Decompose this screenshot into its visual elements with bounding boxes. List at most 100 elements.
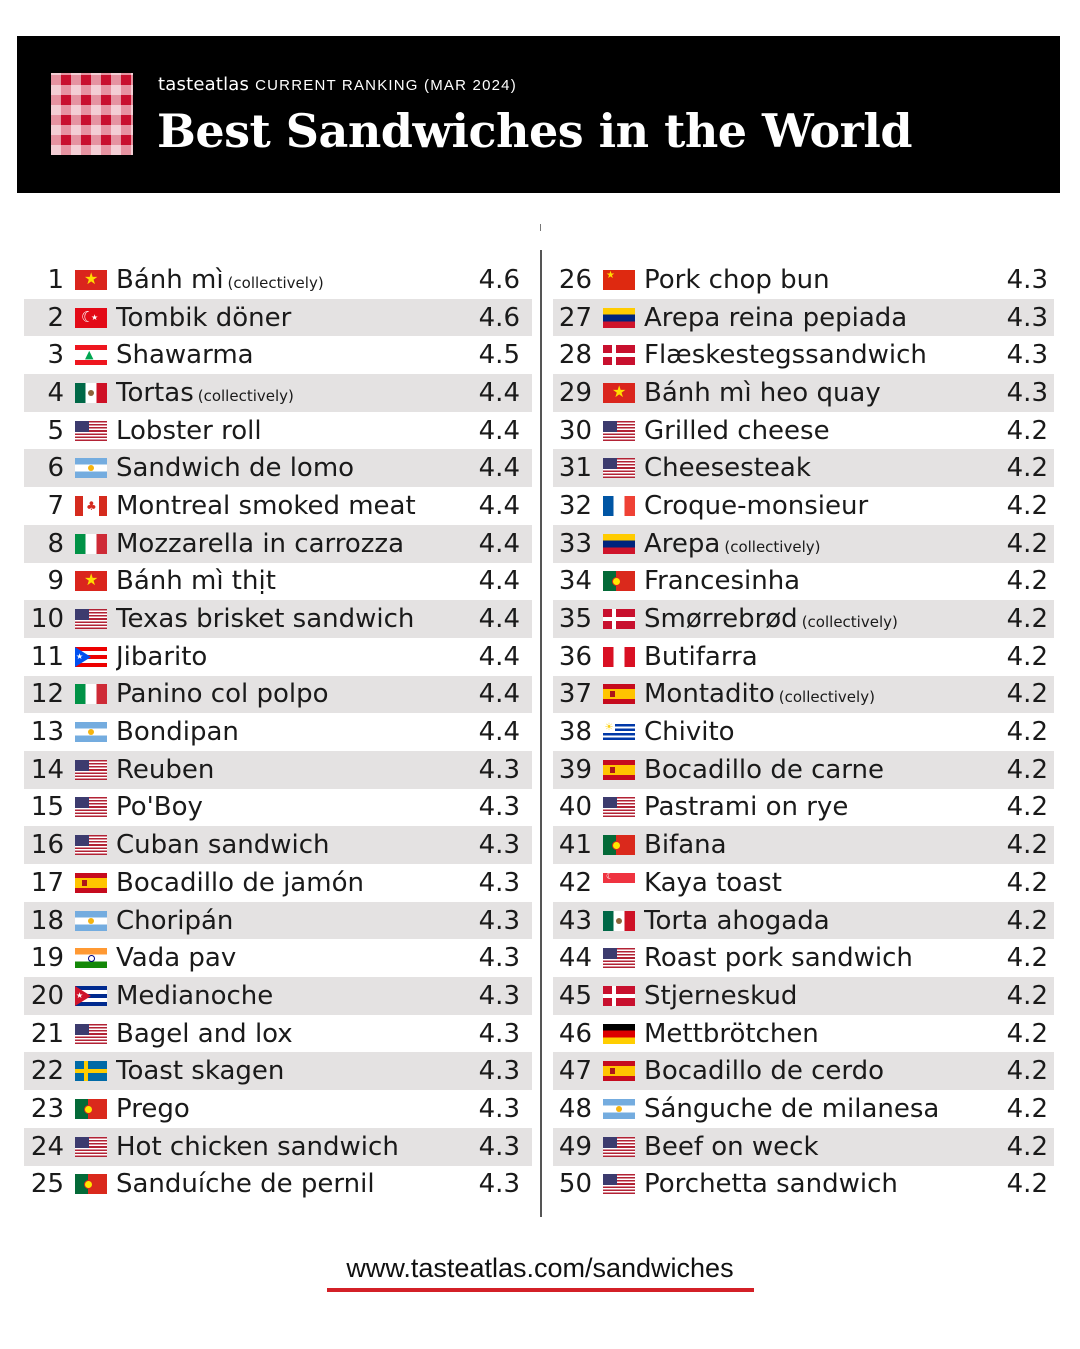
dish-name-text: Kaya toast [644, 867, 782, 898]
rank-number: 47 [558, 1056, 592, 1087]
rating-score: 4.2 [1006, 830, 1048, 861]
header-banner: tasteatlas CURRENT RANKING (MAR 2024) Bes… [17, 36, 1060, 193]
rank-number: 49 [558, 1131, 592, 1162]
dish-name-text: Tombik döner [116, 302, 292, 333]
dish-name-text: Bifana [644, 830, 727, 861]
rank-number: 30 [558, 415, 592, 446]
dish-name: Cuban sandwich [116, 830, 462, 860]
rating-score: 4.3 [478, 1169, 520, 1200]
ranking-row: 45 Stjerneskud 4.2 [553, 977, 1054, 1015]
dish-name-text: Grilled cheese [644, 415, 830, 446]
rating-score: 4.4 [478, 490, 520, 521]
footer-url-link[interactable]: www.tasteatlas.com/sandwiches [346, 1253, 734, 1283]
ranking-row: 14 Reuben 4.3 [24, 750, 532, 789]
dish-name-text: Vada pav [116, 943, 237, 974]
dish-name: Bocadillo de carne [644, 755, 994, 785]
ranking-row: 15 Po'Boy 4.3 [24, 789, 532, 827]
ranking-row: 1 Bánh mì(collectively) 4.6 [24, 261, 532, 299]
ranking-row: 37 Montadito (collectively) 4.2 [553, 675, 1054, 714]
ranking-row: 18 Choripán 4.3 [24, 901, 532, 940]
usa-flag-icon [75, 609, 107, 630]
denmark-flag-icon [603, 609, 635, 630]
ranking-row: 50 Porchetta sandwich 4.2 [553, 1166, 1054, 1204]
dish-name: Bondipan [116, 717, 462, 747]
rating-score: 4.4 [478, 377, 520, 408]
divider-tick [540, 224, 541, 231]
rating-score: 4.2 [1006, 566, 1048, 597]
ranking-row: 36 Butifarra 4.2 [553, 638, 1054, 676]
dish-name: Torta ahogada [644, 906, 994, 936]
ranking-row: 13 Bondipan 4.4 [24, 713, 532, 751]
dish-name: Flæskestegssandwich [644, 340, 994, 370]
rating-score: 4.4 [478, 566, 520, 597]
ranking-row: 41 Bifana 4.2 [553, 826, 1054, 864]
dish-name: Bocadillo de cerdo [644, 1056, 994, 1086]
rank-number: 11 [30, 641, 64, 672]
dish-name: Shawarma [116, 340, 462, 370]
ranking-row: 48 Sánguche de milanesa 4.2 [553, 1090, 1054, 1128]
rank-number: 2 [47, 302, 64, 333]
rating-score: 4.4 [478, 453, 520, 484]
france-flag-icon [603, 495, 635, 516]
dish-name-text: Bánh mì heo quay [644, 377, 881, 408]
rating-score: 4.2 [1006, 717, 1048, 748]
dish-note: (collectively) [778, 688, 875, 707]
dish-note: (collectively) [197, 386, 294, 405]
rank-number: 38 [558, 717, 592, 748]
rank-number: 14 [30, 754, 64, 785]
rating-score: 4.3 [478, 905, 520, 936]
rank-number: 25 [30, 1169, 64, 1200]
rank-number: 7 [47, 490, 64, 521]
dish-name-text: Mettbrötchen [644, 1018, 819, 1049]
ranking-row: 49 Beef on weck 4.2 [553, 1127, 1054, 1166]
dish-name: Toast skagen [116, 1056, 462, 1086]
dish-name: Beef on weck [644, 1132, 994, 1162]
venezuela-flag-icon [603, 307, 635, 328]
ranking-row: 33 Arepa (collectively) 4.2 [553, 524, 1054, 563]
rank-number: 3 [47, 340, 64, 371]
india-flag-icon [75, 948, 107, 969]
ranking-row: 42 Kaya toast 4.2 [553, 864, 1054, 902]
dish-name-text: Chivito [644, 717, 735, 748]
italy-flag-icon [75, 533, 107, 554]
dish-name: Hot chicken sandwich [116, 1132, 462, 1162]
dish-name: Cheesesteak [644, 453, 994, 483]
ranking-row: 26 Pork chop bun 4.3 [553, 261, 1054, 299]
rank-number: 42 [558, 867, 592, 898]
rank-number: 41 [558, 830, 592, 861]
usa-flag-icon [603, 797, 635, 818]
rating-score: 4.4 [478, 679, 520, 710]
rank-number: 12 [30, 679, 64, 710]
dish-name: Montreal smoked meat [116, 491, 462, 521]
dish-name: Sanduíche de pernil [116, 1169, 462, 1199]
rank-number: 8 [47, 528, 64, 559]
cuba-flag-icon [75, 985, 107, 1006]
rank-number: 21 [30, 1018, 64, 1049]
dish-name-text: Medianoche [116, 980, 274, 1011]
usa-flag-icon [75, 759, 107, 780]
rating-score: 4.2 [1006, 905, 1048, 936]
dish-name-text: Porchetta sandwich [644, 1169, 898, 1200]
dish-name-text: Roast pork sandwich [644, 943, 913, 974]
rank-number: 45 [558, 980, 592, 1011]
rating-score: 4.2 [1006, 490, 1048, 521]
rating-score: 4.3 [478, 980, 520, 1011]
dish-name-text: Bánh mì [116, 264, 224, 295]
usa-flag-icon [603, 1136, 635, 1157]
rank-number: 18 [30, 905, 64, 936]
portugal-flag-icon [603, 835, 635, 856]
dish-name: Tortas (collectively) [116, 378, 462, 408]
ranking-row: 46 Mettbrötchen 4.2 [553, 1015, 1054, 1053]
ranking-row: 3 Shawarma 4.5 [24, 336, 532, 374]
rank-number: 5 [47, 415, 64, 446]
rating-score: 4.3 [1006, 302, 1048, 333]
ranking-row: 31 Cheesesteak 4.2 [553, 449, 1054, 488]
rating-score: 4.2 [1006, 641, 1048, 672]
dish-name-text: Cheesesteak [644, 453, 811, 484]
rank-number: 48 [558, 1093, 592, 1124]
rating-score: 4.6 [478, 302, 520, 333]
canada-flag-icon [75, 495, 107, 516]
rank-number: 39 [558, 754, 592, 785]
usa-flag-icon [75, 797, 107, 818]
checkered-tablecloth-logo-icon [51, 73, 133, 155]
